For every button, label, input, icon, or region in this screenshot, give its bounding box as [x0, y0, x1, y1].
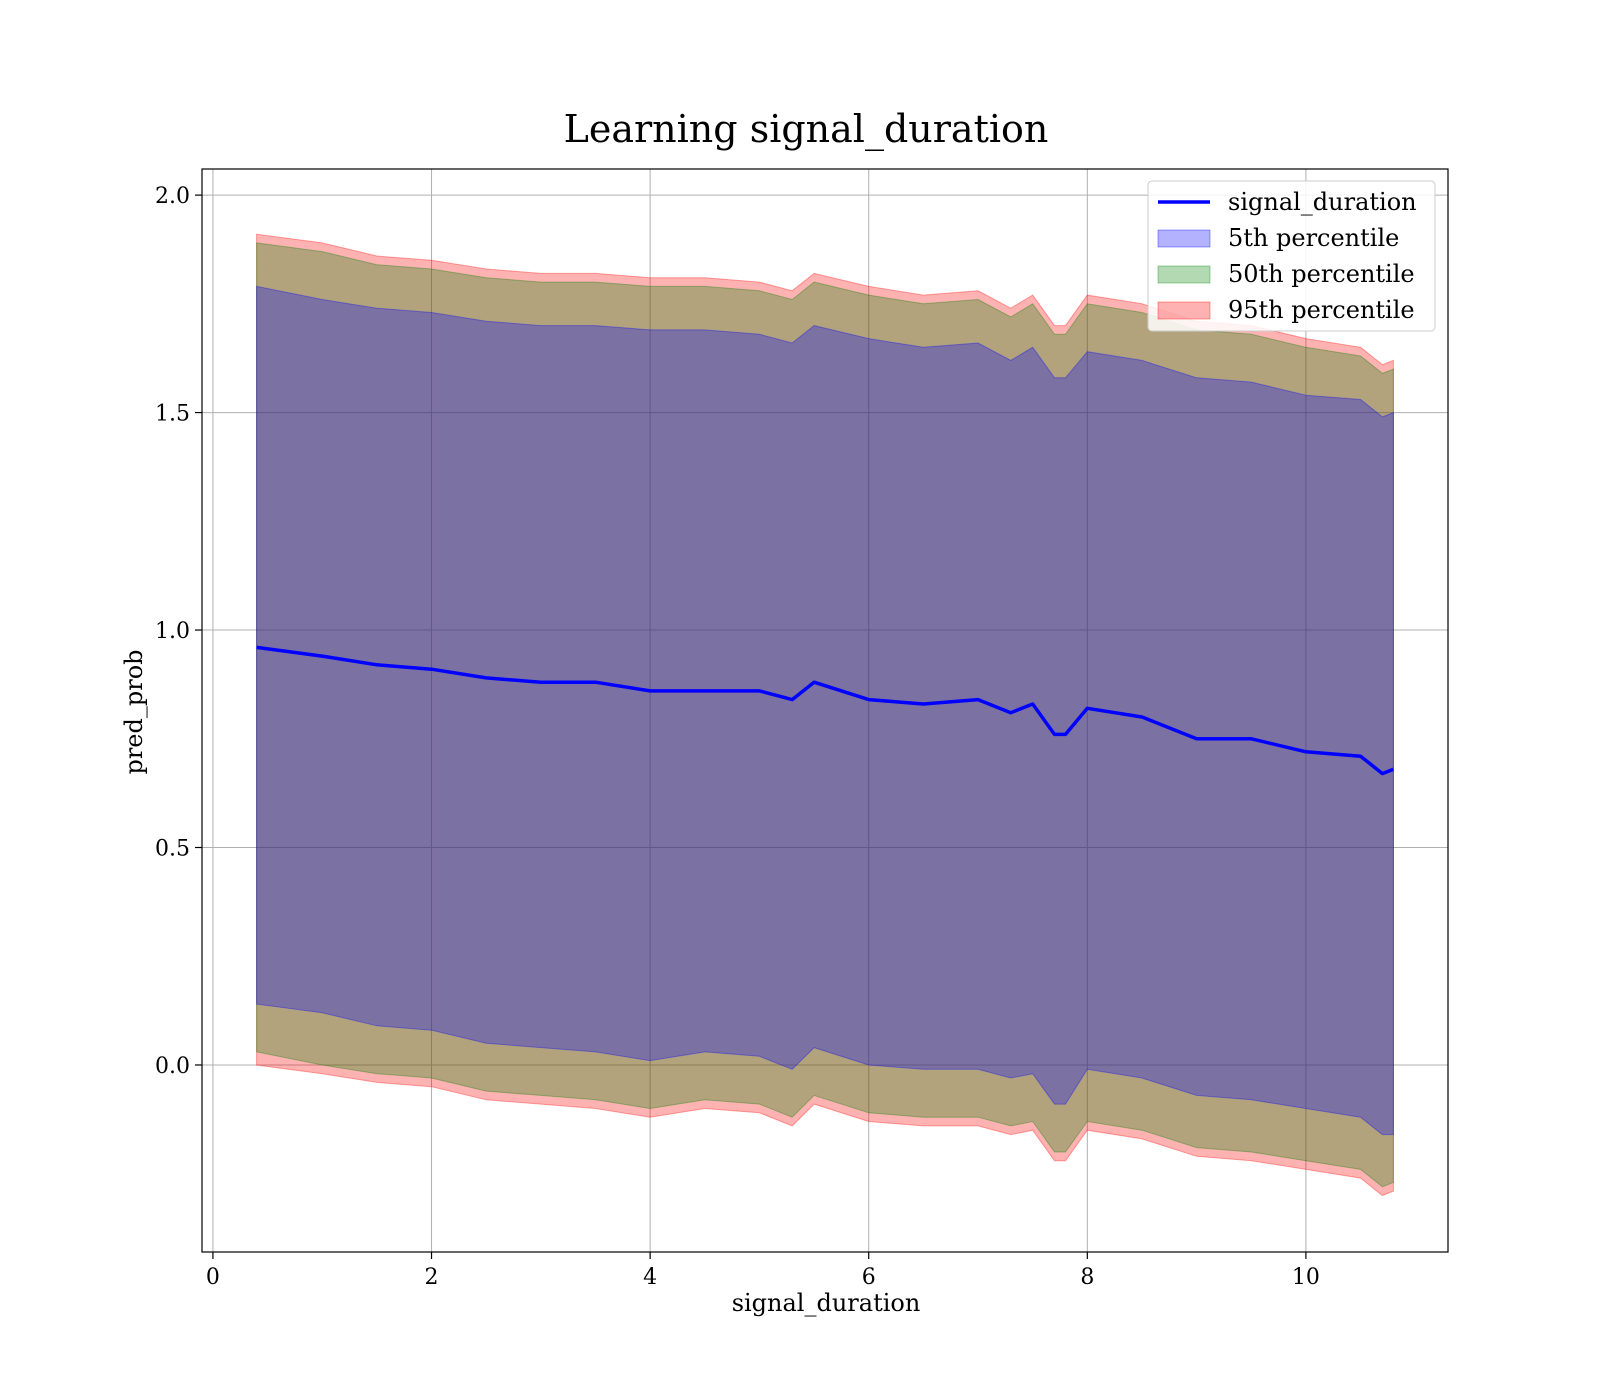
legend-label: 50th percentile — [1228, 260, 1415, 288]
legend: signal_duration 5th percentile 50th percen… — [1147, 180, 1436, 332]
y-tick-label: 1.5 — [155, 402, 190, 427]
y-tick-label: 2.0 — [155, 184, 190, 209]
y-tick-label: 0.5 — [155, 837, 190, 862]
band-50th-percentile — [256, 242, 1394, 1188]
series-line-signal_duration — [256, 645, 1395, 776]
plot-frame — [201, 168, 1449, 1253]
band-5th-percentile — [256, 285, 1394, 1136]
x-tick-label: 8 — [1080, 1265, 1094, 1290]
y-axis-label: pred_prob — [120, 649, 148, 774]
x-tick-label: 0 — [206, 1265, 220, 1290]
legend-box — [1147, 180, 1436, 332]
x-tick-label: 4 — [643, 1265, 657, 1290]
series-lines — [256, 645, 1395, 776]
band-95th-percentile — [256, 233, 1394, 1197]
percentile-bands — [256, 233, 1394, 1197]
x-axis-ticks: 0 2 4 6 8 10 — [206, 1252, 1320, 1290]
chart-title: Learning signal_duration — [564, 107, 1049, 152]
x-tick-label: 2 — [425, 1265, 439, 1290]
x-axis-label: signal_duration — [732, 1289, 921, 1317]
x-tick-label: 6 — [862, 1265, 876, 1290]
y-tick-label: 0.0 — [155, 1054, 190, 1079]
x-tick-label: 10 — [1292, 1265, 1320, 1290]
y-axis-ticks: 0.0 0.5 1.0 1.5 2.0 — [155, 184, 202, 1079]
legend-label: signal_duration — [1228, 188, 1417, 216]
legend-label: 95th percentile — [1228, 296, 1415, 324]
legend-label: 5th percentile — [1228, 224, 1399, 252]
y-tick-label: 1.0 — [155, 619, 190, 644]
legend-swatch-patch — [1157, 301, 1211, 320]
legend-swatch-patch — [1157, 229, 1211, 248]
legend-swatch-patch — [1157, 265, 1211, 284]
